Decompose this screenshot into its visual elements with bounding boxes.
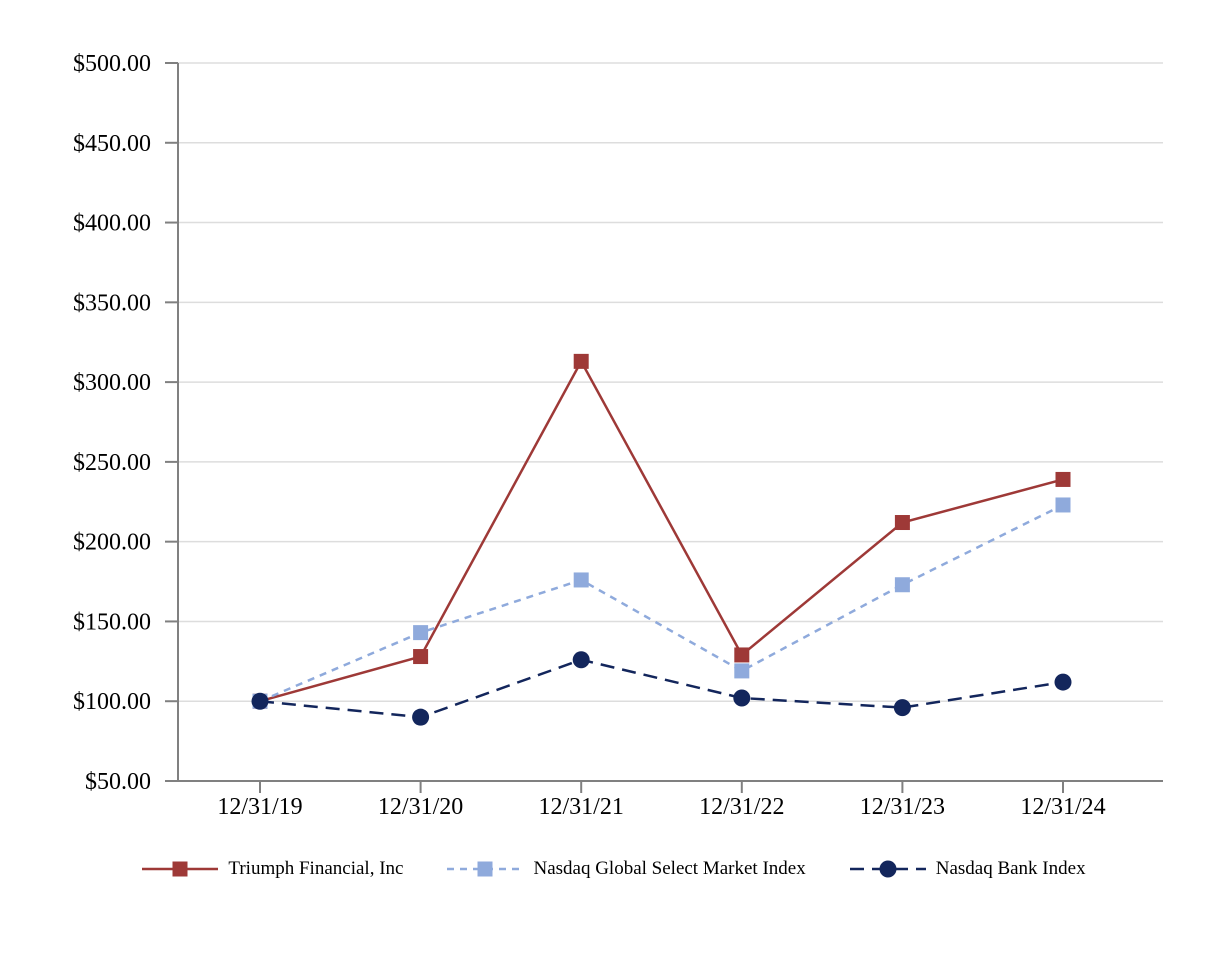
y-axis-tick-label: $250.00 xyxy=(73,450,151,476)
legend-item-nasdaq-global-select: Nasdaq Global Select Market Index xyxy=(445,858,806,880)
x-axis-tick-label: 12/31/22 xyxy=(699,794,784,820)
legend-swatch-triumph-financial xyxy=(142,861,219,877)
data-point-marker xyxy=(894,515,910,531)
x-axis-tick-label: 12/31/23 xyxy=(860,794,945,820)
y-axis-tick-label: $200.00 xyxy=(73,530,151,556)
data-point-marker xyxy=(734,647,750,663)
data-point-marker xyxy=(894,577,910,593)
x-axis-tick-label: 12/31/20 xyxy=(378,794,463,820)
data-point-marker xyxy=(573,572,589,588)
data-point-marker xyxy=(572,651,590,669)
x-axis-tick-label: 12/31/21 xyxy=(539,794,624,820)
legend-item-nasdaq-bank: Nasdaq Bank Index xyxy=(848,858,1086,880)
y-axis-tick-label: $350.00 xyxy=(73,290,151,316)
x-axis-tick-label: 12/31/24 xyxy=(1020,794,1105,820)
y-axis-tick-label: $150.00 xyxy=(73,609,151,635)
y-axis-tick-label: $100.00 xyxy=(73,689,151,715)
chart-legend: Triumph Financial, Inc Nasdaq Global Sel… xyxy=(0,858,1226,880)
data-point-marker xyxy=(1055,471,1071,487)
legend-label-nasdaq-global-select: Nasdaq Global Select Market Index xyxy=(533,858,806,879)
data-point-marker xyxy=(251,692,269,710)
data-point-marker xyxy=(893,699,911,717)
legend-swatch-nasdaq-bank xyxy=(849,860,926,878)
y-axis-tick-label: $50.00 xyxy=(85,769,151,795)
y-axis-tick-label: $500.00 xyxy=(73,51,151,77)
legend-label-nasdaq-bank: Nasdaq Bank Index xyxy=(935,858,1086,879)
legend-item-triumph-financial: Triumph Financial, Inc xyxy=(140,858,403,880)
x-axis-tick-label: 12/31/19 xyxy=(217,794,302,820)
legend-label-triumph-financial: Triumph Financial, Inc xyxy=(228,858,404,879)
data-point-marker xyxy=(573,353,589,369)
data-point-marker xyxy=(733,689,751,707)
data-point-marker xyxy=(1055,497,1071,513)
data-point-marker xyxy=(412,708,430,726)
y-axis-tick-label: $300.00 xyxy=(73,370,151,396)
data-point-marker xyxy=(734,663,750,679)
data-point-marker xyxy=(413,625,429,641)
legend-swatch-nasdaq-global-select xyxy=(447,861,524,877)
y-axis-tick-label: $400.00 xyxy=(73,211,151,237)
data-point-marker xyxy=(413,649,429,665)
y-axis-tick-label: $450.00 xyxy=(73,131,151,157)
data-point-marker xyxy=(1054,673,1072,691)
